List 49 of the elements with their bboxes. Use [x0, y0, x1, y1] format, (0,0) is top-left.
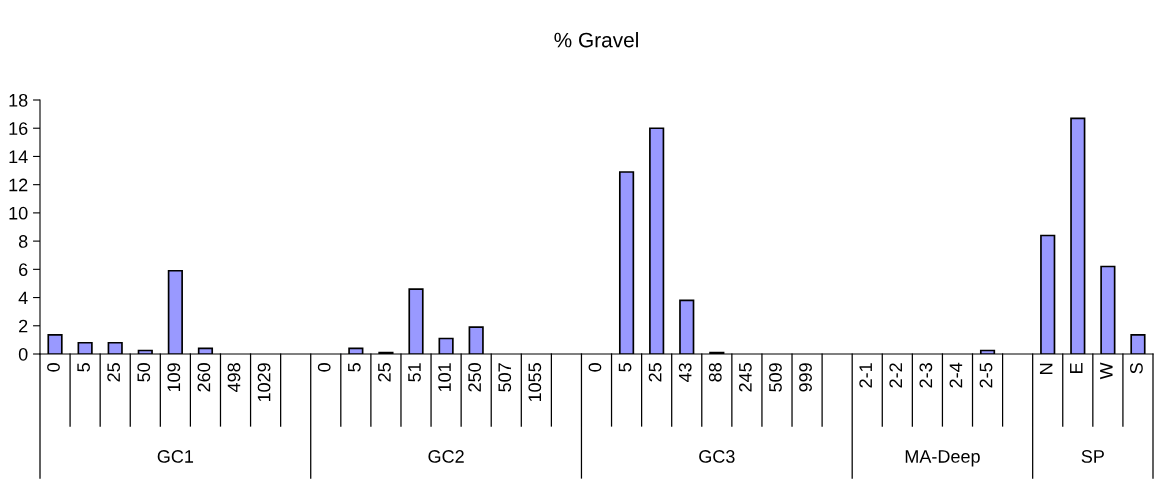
y-tick-label: 6 — [19, 263, 28, 277]
x-tick-label: 2-1 — [859, 363, 872, 388]
x-tick-label: E — [1070, 363, 1083, 373]
text: GC3 — [699, 450, 735, 463]
text: MA-Deep — [905, 450, 980, 467]
x-tick-label: 50 — [137, 363, 151, 382]
x-tick-label: 509 — [769, 363, 782, 392]
x-tick-label: 0 — [47, 363, 60, 372]
x-tick-label: 25 — [648, 363, 662, 382]
y-tick-label: 0 — [18, 347, 28, 361]
x-tick-label: 260 — [197, 363, 211, 392]
x-tick-label: 999 — [799, 363, 812, 392]
x-tick-label: W — [1100, 362, 1113, 380]
y-tick-label: 4 — [18, 291, 28, 305]
x-tick-label: 25 — [377, 363, 391, 382]
x-tick-label: 2-3 — [919, 363, 933, 388]
x-tick-label: 2-2 — [889, 363, 902, 388]
text: GC1 — [157, 450, 194, 463]
y-tick-label: 18 — [9, 93, 28, 107]
text: SP — [1081, 450, 1104, 463]
x-tick-label: 101 — [438, 363, 451, 392]
x-tick-label: N — [1039, 363, 1053, 374]
x-tick-label: 2-4 — [949, 362, 963, 388]
y-tick-label: 8 — [18, 235, 28, 248]
y-tick-label: 14 — [9, 150, 28, 163]
y-tick-label: 12 — [9, 178, 28, 192]
x-tick-label: S — [1130, 363, 1143, 374]
x-tick-label: 51 — [408, 363, 421, 382]
x-tick-label: 507 — [498, 363, 512, 392]
chart-title: % Gravel — [554, 32, 638, 48]
x-tick-label: 25 — [107, 363, 121, 382]
text: GC2 — [428, 450, 464, 463]
x-tick-label: 498 — [227, 363, 241, 393]
x-tick-label: 5 — [348, 363, 361, 372]
x-tick-label: 5 — [77, 363, 90, 372]
x-tick-label: 1055 — [528, 363, 542, 402]
x-tick-label: 5 — [618, 363, 632, 372]
x-tick-label: 88 — [708, 363, 722, 382]
y-tick-label: 16 — [9, 122, 28, 135]
x-tick-label: 250 — [468, 363, 482, 392]
x-tick-label: 245 — [738, 363, 752, 392]
x-tick-label: 2-5 — [979, 363, 993, 388]
x-tick-label: 43 — [678, 363, 692, 382]
x-tick-label: 109 — [167, 363, 181, 392]
x-tick-label: 1029 — [257, 363, 271, 402]
x-tick-label: 0 — [317, 363, 331, 372]
y-tick-label: 10 — [9, 206, 28, 220]
y-tick-label: 2 — [19, 319, 28, 333]
x-tick-label: 0 — [588, 363, 602, 372]
